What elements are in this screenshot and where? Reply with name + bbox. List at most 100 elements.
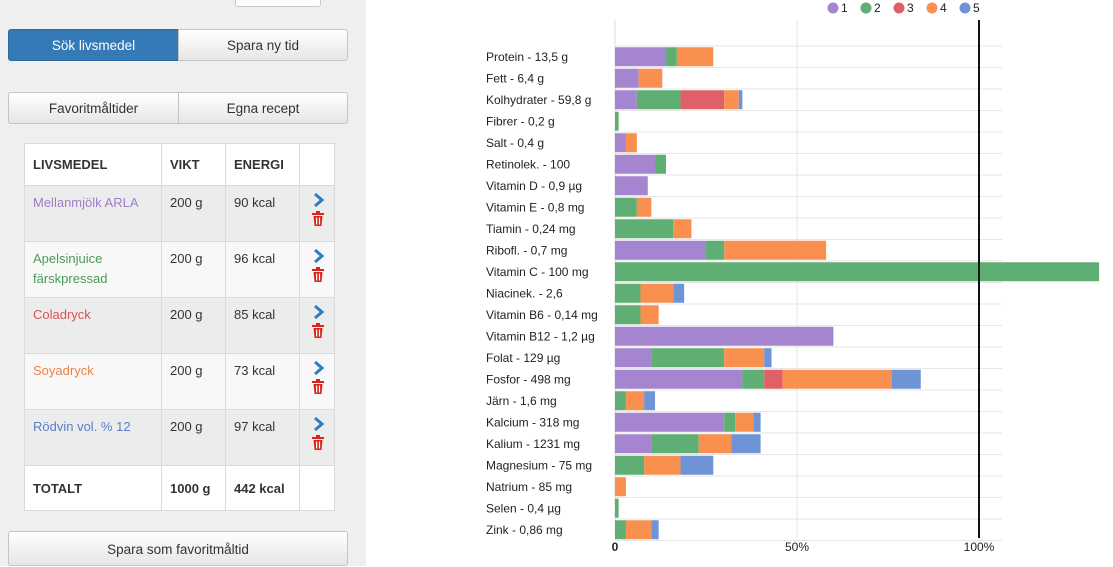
- food-name: Coladryck: [24, 297, 162, 354]
- category-label: Retinolek. - 100: [486, 157, 570, 171]
- food-name: Apelsinjuice färskpressad: [24, 241, 162, 298]
- bar-series-2: [615, 498, 619, 518]
- bar-series-2: [615, 455, 645, 475]
- table-row: Mellanmjölk ARLA 200 g 90 kcal: [24, 185, 335, 242]
- chevron-right-icon[interactable]: [311, 249, 327, 263]
- own-recipes-tab[interactable]: Egna recept: [178, 92, 348, 124]
- legend-label: 3: [907, 1, 914, 15]
- food-name: Soyadryck: [24, 353, 162, 410]
- legend-label: 1: [841, 1, 848, 15]
- total-energy: 442 kcal: [225, 465, 300, 511]
- chevron-right-icon[interactable]: [311, 361, 327, 375]
- total-empty-cell: [299, 465, 335, 511]
- bar-series-2: [615, 391, 626, 411]
- category-label: Ribofl. - 0,7 mg: [486, 243, 567, 257]
- legend-swatch: [860, 2, 872, 14]
- category-label: Fosfor - 498 mg: [486, 372, 571, 386]
- chevron-right-icon[interactable]: [311, 305, 327, 319]
- bar-series-4: [640, 283, 674, 303]
- category-label: Vitamin D - 0,9 µg: [486, 179, 582, 193]
- category-label: Vitamin E - 0,8 mg: [486, 200, 584, 214]
- category-label: Niacinek. - 2,6: [486, 286, 563, 300]
- favorite-meals-tab[interactable]: Favoritmåltider: [8, 92, 179, 124]
- bar-series-5: [680, 455, 714, 475]
- category-label: Protein - 13,5 g: [486, 50, 568, 64]
- bar-series-4: [615, 477, 626, 497]
- trash-icon[interactable]: [311, 323, 325, 338]
- trash-icon[interactable]: [311, 211, 325, 226]
- food-weight: 200 g: [161, 409, 226, 466]
- x-tick-label: 100%: [964, 540, 995, 554]
- bar-series-1: [615, 326, 834, 346]
- category-label: Selen - 0,4 µg: [486, 501, 561, 515]
- bar-series-2: [636, 90, 681, 110]
- food-name: Rödvin vol. % 12: [24, 409, 162, 466]
- category-label: Tiamin - 0,24 mg: [486, 222, 576, 236]
- category-label: Vitamin B12 - 1,2 µg: [486, 329, 595, 343]
- chevron-right-icon[interactable]: [311, 193, 327, 207]
- x-tick-label: 0: [612, 540, 619, 554]
- category-label: Natrium - 85 mg: [486, 480, 572, 494]
- search-food-tab[interactable]: Sök livsmedel: [8, 29, 179, 61]
- total-row: TOTALT 1000 g 442 kcal: [24, 465, 335, 511]
- bar-series-1: [615, 412, 725, 432]
- legend-label: 4: [940, 1, 947, 15]
- bar-series-4: [698, 434, 732, 454]
- total-label: TOTALT: [24, 465, 162, 511]
- nutrient-chart: Protein - 13,5 g Fett - 6,4 g Kolhydrater …: [486, 1, 1100, 554]
- bar-series-3: [764, 369, 783, 389]
- bar-series-4: [625, 391, 645, 411]
- bar-series-2: [615, 219, 674, 239]
- trash-icon[interactable]: [311, 435, 325, 450]
- bar-series-2: [615, 197, 637, 217]
- legend-swatch: [827, 2, 839, 14]
- trash-icon[interactable]: [311, 267, 325, 282]
- bar-series-5: [651, 520, 659, 540]
- bar-series-2: [615, 262, 1100, 282]
- column-header-weight: VIKT: [161, 143, 226, 186]
- food-table: LIVSMEDEL VIKT ENERGI Mellanmjölk ARLA 20…: [24, 143, 335, 511]
- legend-label: 5: [973, 1, 980, 15]
- food-weight: 200 g: [161, 353, 226, 410]
- bar-series-3: [680, 90, 725, 110]
- chevron-right-icon[interactable]: [311, 417, 327, 431]
- bar-series-2: [724, 412, 736, 432]
- food-energy: 96 kcal: [225, 241, 300, 298]
- bar-series-1: [615, 47, 666, 67]
- bar-series-1: [615, 240, 706, 260]
- bar-series-1: [615, 90, 637, 110]
- category-label: Fibrer - 0,2 g: [486, 114, 555, 128]
- row-actions: [299, 409, 335, 466]
- left-panel: Sök livsmedel Spara ny tid Favoritmåltid…: [0, 0, 366, 566]
- legend-swatch: [893, 2, 905, 14]
- bar-series-2: [615, 305, 641, 325]
- category-label: Magnesium - 75 mg: [486, 458, 592, 472]
- top-input-stub[interactable]: [235, 0, 321, 7]
- bar-series-1: [615, 434, 652, 454]
- bar-series-4: [735, 412, 754, 432]
- category-label: Vitamin B6 - 0,14 mg: [486, 308, 598, 322]
- bar-series-4: [636, 197, 652, 217]
- bar-series-4: [673, 219, 692, 239]
- x-tick-label: 50%: [785, 540, 809, 554]
- save-as-favorite-button[interactable]: Spara som favoritmåltid: [8, 531, 348, 566]
- food-energy: 85 kcal: [225, 297, 300, 354]
- food-weight: 200 g: [161, 241, 226, 298]
- bar-series-5: [673, 283, 685, 303]
- save-new-time-tab[interactable]: Spara ny tid: [178, 29, 348, 61]
- bar-series-2: [651, 434, 699, 454]
- food-name: Mellanmjölk ARLA: [24, 185, 162, 242]
- bar-series-5: [644, 391, 656, 411]
- bar-series-5: [738, 90, 743, 110]
- bar-series-2: [615, 283, 641, 303]
- table-row: Soyadryck 200 g 73 kcal: [24, 353, 335, 410]
- trash-icon[interactable]: [311, 379, 325, 394]
- bar-series-4: [625, 520, 652, 540]
- table-row: Coladryck 200 g 85 kcal: [24, 297, 335, 354]
- bar-series-4: [724, 90, 739, 110]
- legend-label: 2: [874, 1, 881, 15]
- category-label: Salt - 0,4 g: [486, 136, 544, 150]
- food-energy: 90 kcal: [225, 185, 300, 242]
- bar-series-1: [615, 133, 626, 153]
- category-label: Folat - 129 µg: [486, 351, 560, 365]
